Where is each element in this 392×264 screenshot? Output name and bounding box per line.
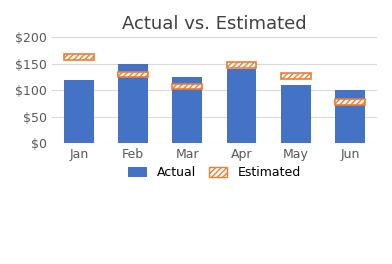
Bar (281, 85, 310, 143)
Bar (64, 54, 94, 60)
Bar (172, 77, 202, 143)
Bar (172, 83, 202, 89)
Bar (335, 90, 365, 143)
Bar (118, 64, 148, 143)
Legend: Actual, Estimated: Actual, Estimated (125, 164, 303, 182)
Bar (281, 73, 310, 79)
Bar (118, 72, 148, 77)
Bar (64, 80, 94, 143)
Bar (227, 62, 256, 68)
Bar (335, 100, 365, 105)
Bar (227, 69, 256, 143)
Title: Actual vs. Estimated: Actual vs. Estimated (122, 15, 307, 33)
